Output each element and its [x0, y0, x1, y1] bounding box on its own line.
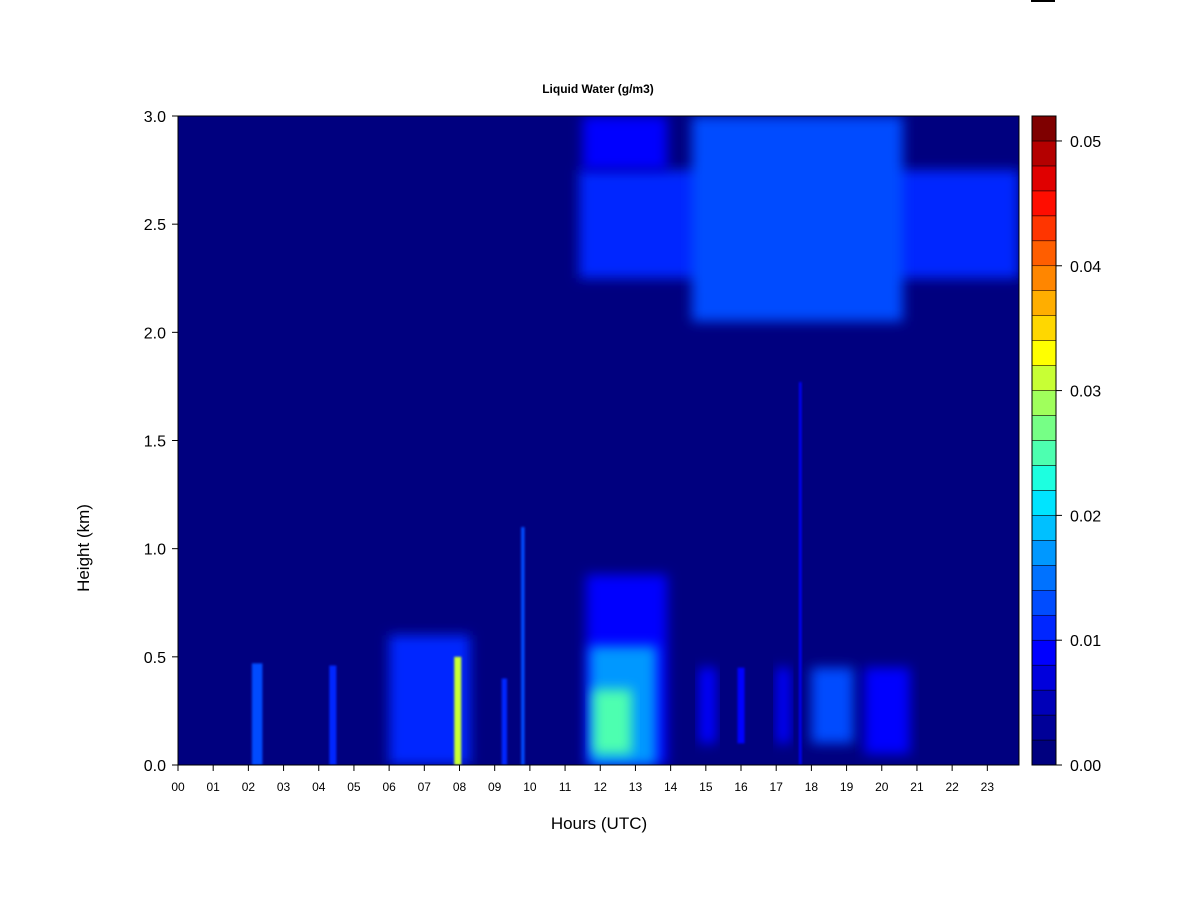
colorbar-segment: [1031, 540, 1057, 566]
colorbar-segment: [1031, 664, 1057, 691]
x-tick-label: 20: [875, 780, 889, 794]
heatmap-cell: [864, 667, 910, 755]
x-tick-label: 13: [629, 780, 643, 794]
heatmap-cell: [251, 663, 263, 765]
colorbar-segment: [1031, 315, 1057, 341]
colorbar-tick-label: 0.00: [1070, 758, 1101, 775]
colorbar-tick-label: 0.04: [1070, 259, 1101, 276]
heatmap-cell: [776, 667, 791, 744]
x-tick-label: 12: [594, 780, 608, 794]
colorbar-segment: [1031, 340, 1057, 366]
colorbar-segment: [1031, 140, 1057, 167]
colorbar-segment: [1031, 565, 1057, 591]
y-axis-label: Height (km): [74, 504, 93, 592]
colorbar-segment: [1031, 215, 1057, 242]
colorbar-segment: [1031, 739, 1057, 766]
colorbar-tick-label: 0.03: [1070, 384, 1101, 401]
y-tick-label: 3.0: [144, 109, 166, 126]
y-tick-label: 2.0: [144, 325, 166, 342]
x-tick-label: 06: [382, 780, 396, 794]
x-tick-label: 01: [207, 780, 221, 794]
colorbar-frame: [1031, 115, 1057, 766]
colorbar-segment: [1031, 639, 1057, 666]
colorbar-segment: [1031, 714, 1057, 741]
x-tick-label: 11: [559, 780, 572, 794]
colorbar-segment: [1031, 265, 1057, 291]
x-tick-label: 19: [840, 780, 854, 794]
x-tick-label: 04: [312, 780, 326, 794]
heatmap-cell: [811, 667, 854, 744]
colorbar-segment: [1031, 590, 1057, 616]
y-tick-label: 1.5: [144, 434, 166, 451]
colorbar-segment: [1031, 165, 1057, 192]
x-tick-label: 17: [770, 780, 784, 794]
colorbar-segment: [1031, 240, 1057, 267]
colorbar-segment: [1031, 365, 1057, 391]
colorbar-segment: [1031, 440, 1057, 466]
heatmap-cell: [454, 656, 462, 765]
y-tick-label: 0.5: [144, 650, 166, 667]
x-tick-label: 07: [418, 780, 432, 794]
corner-mark: [1031, 0, 1055, 2]
colorbar-segment: [1031, 689, 1057, 716]
heatmap-cell: [593, 689, 632, 755]
x-tick-label: 05: [347, 780, 361, 794]
heatmap-cell: [737, 667, 745, 744]
chart-title: Liquid Water (g/m3): [542, 82, 654, 96]
colorbar-segment: [1031, 415, 1057, 441]
heatmap-cell: [698, 667, 717, 744]
colorbar-segment: [1031, 115, 1057, 142]
x-tick-label: 00: [171, 780, 185, 794]
y-tick-label: 0.0: [144, 758, 166, 775]
colorbar-segment: [1031, 190, 1057, 217]
x-tick-label: 03: [277, 780, 291, 794]
y-tick-label: 1.0: [144, 542, 166, 559]
x-tick-label: 22: [945, 780, 959, 794]
x-tick-label: 16: [734, 780, 748, 794]
x-tick-label: 21: [910, 780, 924, 794]
colorbar-segment: [1031, 515, 1057, 541]
heatmap-cell: [582, 116, 668, 171]
heatmap-cell: [501, 678, 508, 765]
y-tick-label: 2.5: [144, 217, 166, 234]
heatmap-cell: [329, 665, 337, 765]
heatmap-cell: [799, 382, 802, 765]
x-tick-label: 15: [699, 780, 713, 794]
heatmap-cell: [691, 116, 903, 322]
colorbar-tick-label: 0.02: [1070, 508, 1101, 525]
heatmap-cell: [521, 527, 525, 765]
colorbar-segment: [1031, 290, 1057, 316]
colorbar-segment: [1031, 465, 1057, 491]
x-tick-label: 02: [242, 780, 256, 794]
x-tick-label: 10: [523, 780, 537, 794]
x-tick-label: 08: [453, 780, 467, 794]
x-tick-label: 23: [981, 780, 995, 794]
x-tick-label: 18: [805, 780, 819, 794]
colorbar-segment: [1031, 390, 1057, 416]
colorbar-tick-label: 0.01: [1070, 633, 1101, 650]
colorbar-tick-label: 0.05: [1070, 134, 1101, 151]
x-tick-label: 14: [664, 780, 678, 794]
x-axis-label: Hours (UTC): [551, 814, 647, 833]
colorbar-segment: [1031, 490, 1057, 516]
colorbar-segment: [1031, 614, 1057, 641]
x-tick-label: 09: [488, 780, 502, 794]
